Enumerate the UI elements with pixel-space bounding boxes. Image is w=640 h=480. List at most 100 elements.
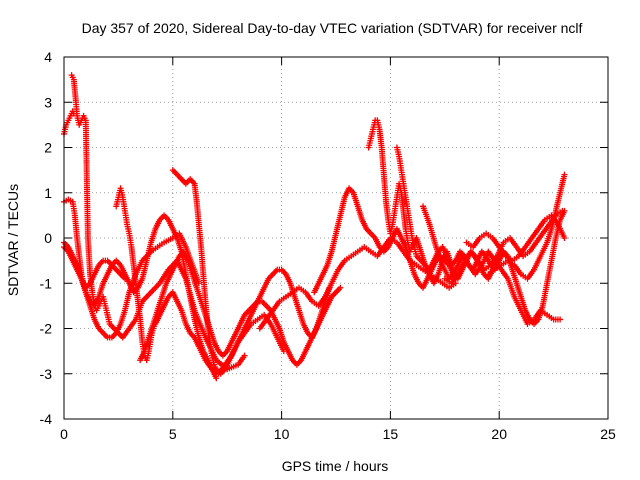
data-point-trail — [532, 309, 543, 321]
data-point-trail — [316, 295, 327, 308]
data-point-trail — [295, 358, 303, 367]
data-point-trail — [281, 340, 291, 353]
data-point-trail — [374, 119, 382, 131]
data-point — [561, 235, 568, 241]
data-point-trail — [278, 295, 287, 303]
data-point-trail — [121, 327, 131, 339]
data-point-trail — [149, 281, 162, 294]
data-point-trail — [475, 259, 486, 271]
data-point-trail — [70, 254, 80, 267]
data-point-trail — [212, 340, 221, 353]
data-point-trail — [105, 259, 114, 267]
data-point-trail — [490, 236, 501, 249]
data-point-trail — [181, 250, 191, 262]
data-point-trail — [480, 250, 488, 258]
data-point-trail — [512, 295, 524, 312]
data-point-trail — [320, 304, 330, 317]
data-point-trail — [192, 336, 202, 348]
data-point-trail — [514, 282, 524, 298]
data-point-trail — [407, 223, 415, 239]
data-point-trail — [312, 322, 321, 335]
data-point-trail — [336, 259, 347, 271]
data-point-trail — [443, 277, 453, 285]
data-point-trail — [183, 322, 193, 335]
data-point-trail — [226, 362, 239, 372]
data-point-trail — [221, 349, 229, 358]
data-point-trail — [359, 218, 369, 231]
data-point-trail — [62, 241, 70, 249]
x-tick-label: 25 — [600, 426, 616, 442]
y-tick-label: 2 — [44, 140, 52, 156]
data-point-trail — [504, 254, 514, 263]
data-point-trail — [518, 309, 530, 326]
data-point-trail — [172, 254, 182, 267]
data-point-trail — [260, 299, 268, 308]
data-point-trail — [369, 231, 377, 240]
data-point-trail — [544, 213, 553, 222]
data-point-trail — [443, 259, 451, 267]
data-point-trail — [540, 282, 550, 307]
data-point-trail — [389, 210, 398, 226]
data-point-trail — [383, 200, 391, 221]
data-point-trail — [216, 349, 225, 358]
data-point-trail — [507, 259, 516, 267]
data-point-trail — [312, 282, 321, 294]
data-point-trail — [157, 304, 167, 317]
axis-ticks — [63, 56, 609, 420]
x-tick-label: 0 — [60, 426, 68, 442]
data-point-trail — [523, 309, 532, 321]
data-point-trail — [291, 286, 300, 294]
data-point-trail — [478, 231, 487, 240]
data-point-trail — [140, 290, 153, 303]
data-point-trail — [530, 227, 541, 240]
data-point-trail — [66, 250, 75, 262]
data-point-trail — [116, 331, 125, 340]
data-point-trail — [193, 200, 202, 226]
chart-title: Day 357 of 2020, Sidereal Day-to-day VTE… — [82, 20, 583, 36]
data-point-trail — [409, 237, 417, 248]
data-point-trail — [370, 119, 378, 131]
data-point-trail — [271, 268, 279, 276]
data-point-trail — [162, 213, 170, 222]
data-point-trail — [301, 322, 310, 335]
data-point-trail — [541, 223, 551, 235]
data-point-trail — [247, 304, 255, 312]
data-point-trail — [285, 290, 294, 299]
data-point-trail — [92, 318, 101, 330]
data-point-trail — [114, 259, 123, 267]
data-point-trail — [337, 196, 348, 217]
data-point-trail — [240, 322, 249, 335]
data-point-trail — [555, 223, 567, 240]
data-point-trail — [316, 313, 326, 326]
data-point-trail — [373, 236, 382, 249]
data-point-trail — [84, 281, 92, 290]
y-tick-label: -4 — [40, 411, 53, 427]
data-point-trail — [482, 272, 490, 281]
data-point-trail — [271, 300, 282, 312]
series-track-8 — [137, 248, 344, 368]
data-point-trail — [219, 367, 227, 376]
data-point-trail — [137, 318, 146, 344]
series-track-5 — [61, 230, 202, 341]
data-point-trail — [87, 273, 97, 285]
data-point-trail — [469, 250, 480, 262]
tick-labels: 0 5 10 15 20 25 -4 -3 -2 -1 0 1 2 3 4 — [40, 49, 616, 442]
data-point-trail — [548, 237, 559, 262]
x-tick-label: 10 — [274, 426, 290, 442]
data-point-trail — [74, 115, 82, 126]
data-point-trail — [118, 187, 126, 199]
data-point-trail — [166, 218, 175, 231]
data-point-trail — [394, 146, 402, 158]
data-point-trail — [303, 340, 313, 353]
data-point-trail — [108, 322, 116, 330]
data-point-trail — [110, 263, 118, 272]
y-tick-label: -3 — [40, 366, 53, 382]
data-point-trail — [411, 246, 419, 257]
data-point-trail — [101, 331, 110, 340]
data-point-trail — [356, 245, 366, 254]
data-point-trail — [483, 263, 492, 272]
data-point-trail — [184, 177, 192, 186]
data-point-trail — [546, 313, 555, 321]
data-point-trail — [415, 263, 424, 272]
